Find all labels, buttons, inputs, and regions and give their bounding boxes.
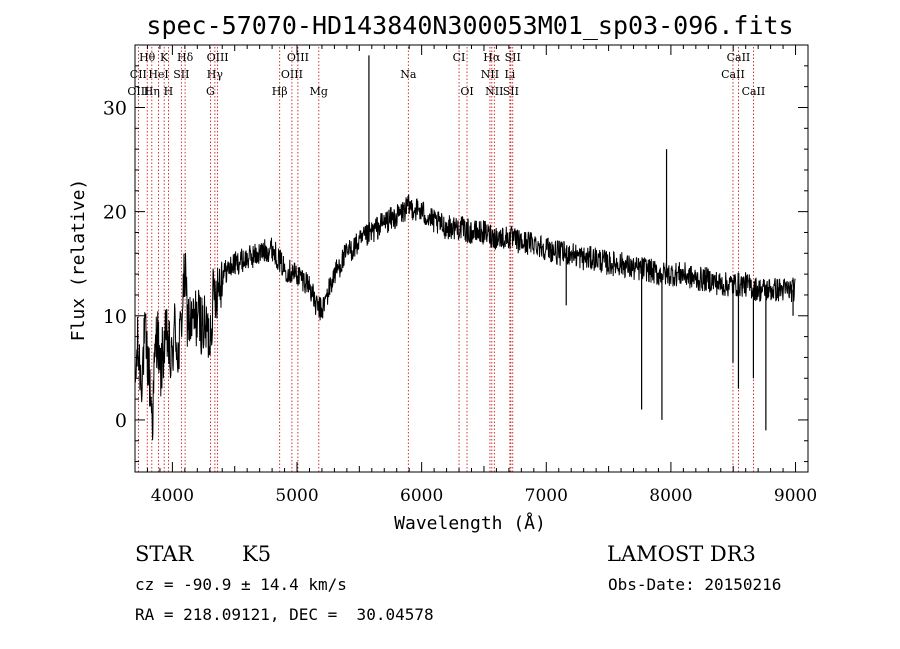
line-marker-label: G [206,85,215,98]
line-marker-label: HeI [148,68,168,81]
line-marker-label: H [164,85,174,98]
line-marker-label: K [160,51,169,64]
line-marker-label: NII [485,85,503,98]
line-marker-label: OIII [207,51,229,64]
line-marker-label: Hα [483,51,501,64]
line-marker-label: Hη [144,85,160,98]
line-marker-label: Hγ [207,68,224,81]
line-markers [137,47,754,472]
line-marker-label: SII [505,51,521,64]
line-marker-label: CaII [721,68,745,81]
axis-tick-labels: 4000 5000 6000 7000 8000 9000 0 10 20 30 [103,97,817,506]
line-marker-label: OIII [127,85,149,98]
line-marker-label: Na [400,68,417,81]
axis-ticks [135,44,809,472]
line-marker-label: Mg [310,85,328,98]
line-marker-label: OIII [287,51,309,64]
line-marker-labels: Hθ K Hδ OIII OIII CI Hα SII CaII CII HeI SII Hγ OIII N… [127,51,765,98]
x-tick-label: 6000 [400,486,443,506]
chart-title: spec-57070-HD143840N300053M01_sp03-096.f… [146,11,793,40]
line-marker-label: CII [130,68,147,81]
spectrum-spikes [368,55,794,431]
spectrum-line [134,194,796,441]
x-tick-label: 4000 [151,486,194,506]
redshift-cz: cz = -90.9 ± 14.4 km/s [135,575,347,594]
line-marker-label: Hβ [272,85,288,98]
x-tick-label: 7000 [525,486,568,506]
survey-name: LAMOST DR3 [607,542,756,566]
line-marker-label: CaII [727,51,751,64]
line-marker-label: NII [481,68,499,81]
line-marker-label: Hδ [177,51,194,64]
coordinates: RA = 218.09121, DEC = 30.04578 [135,605,434,624]
y-tick-label: 0 [115,410,127,432]
x-tick-label: 8000 [649,486,692,506]
line-marker-label: Hθ [139,51,156,64]
line-marker-label: CI [453,51,466,64]
y-tick-label: 10 [103,306,127,328]
object-subclass: K5 [242,542,271,566]
line-marker-label: CaII [742,85,766,98]
x-tick-label: 9000 [774,486,817,506]
line-marker-label: OI [460,85,473,98]
observation-date: Obs-Date: 20150216 [608,575,781,594]
line-marker-label: OIII [281,68,303,81]
object-class: STAR [135,542,194,566]
x-axis-label: Wavelength (Å) [394,512,546,534]
y-tick-label: 30 [103,97,127,119]
y-axis-label: Flux (relative) [68,179,89,342]
x-tick-label: 5000 [275,486,318,506]
line-marker-label: SII [503,85,519,98]
line-marker-label: Li [504,68,515,81]
line-marker-label: SII [173,68,189,81]
y-tick-label: 20 [103,202,127,224]
